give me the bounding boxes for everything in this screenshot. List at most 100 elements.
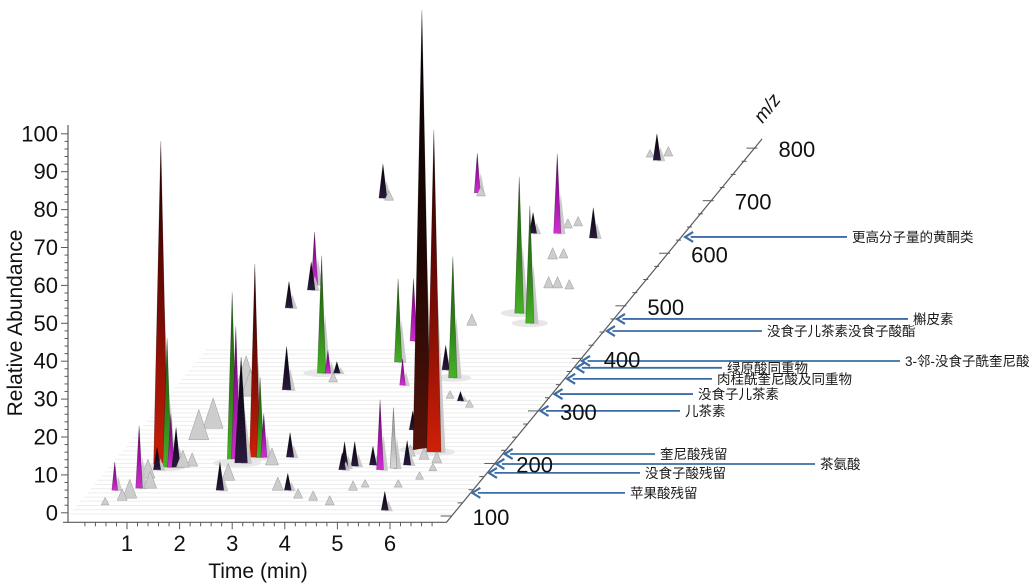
peak-dark — [281, 346, 292, 391]
annotation-arrowhead-icon — [574, 361, 585, 374]
peak-gray — [176, 449, 190, 468]
y-tick-label: 70 — [34, 235, 58, 260]
peak-green — [256, 377, 265, 458]
peak-gray — [464, 399, 474, 408]
peak-dark — [306, 261, 316, 291]
peaks-layer — [100, 10, 674, 512]
peak-gray — [543, 275, 555, 289]
y-tick-label: 20 — [34, 425, 58, 450]
annotation-5: 绿原酸同重物 — [574, 361, 808, 376]
x-tick-label: 4 — [279, 531, 291, 556]
peak-gray — [143, 470, 158, 489]
x-axis-ticks: 1 2 3 4 5 6 — [84, 522, 433, 556]
peak-green — [317, 255, 327, 374]
peak-gray — [265, 447, 279, 466]
annotation-arrowhead-icon — [538, 404, 550, 417]
peak-dark — [333, 360, 341, 374]
annotation-6: 肉桂酰奎尼酸及同重物 — [565, 372, 852, 387]
peak-gray — [645, 148, 655, 158]
x-tick-label: 3 — [226, 531, 238, 556]
peak-green — [514, 176, 525, 314]
peak-dark — [285, 432, 295, 458]
peak-dark — [234, 356, 248, 464]
peak-gray — [324, 494, 335, 506]
annotation-arrowhead-icon — [552, 388, 564, 401]
peak-gray — [431, 450, 443, 464]
y-tick-label: 40 — [34, 349, 58, 374]
peak-gray — [186, 452, 199, 467]
peak-green — [448, 256, 458, 379]
annotation-1: 更高分子量的黄酮类 — [683, 229, 974, 245]
peak-gray — [116, 488, 128, 501]
x-axis-title: Time (min) — [208, 560, 308, 583]
annotation-4: 3-邻-没食子酰奎尼酸 — [579, 353, 1030, 369]
peak-gray — [415, 471, 424, 480]
mz-tick-label: 100 — [473, 505, 510, 530]
annotation-8: 儿茶素 — [538, 404, 726, 419]
peak-gray — [348, 480, 358, 491]
x-tick-label: 6 — [384, 531, 396, 556]
annotation-3: 没食子儿茶素没食子酸酯 — [604, 323, 916, 339]
y-axis-title: Relative Abundance — [4, 230, 27, 417]
mz-axis-line — [446, 138, 763, 523]
annotation-9: 奎尼酸残留 — [502, 447, 728, 462]
peak-dark — [529, 212, 538, 234]
peak-gray — [476, 185, 486, 197]
annotation-label: 儿茶素 — [685, 404, 726, 419]
peak-gray — [202, 397, 224, 429]
annotation-label: 肉桂酰奎尼酸及同重物 — [717, 372, 852, 387]
peak-gray — [122, 478, 138, 499]
annotation-label: 没食子酸残留 — [645, 465, 726, 481]
annotation-arrowhead-icon — [565, 372, 576, 385]
annotation-arrowhead-icon — [683, 231, 694, 243]
annotation-10: 茶氨酸 — [494, 457, 861, 472]
peak-gray — [328, 371, 339, 383]
annotation-7: 没食子儿茶素 — [552, 386, 779, 402]
peak-gray — [573, 215, 583, 227]
peak-gray — [563, 217, 573, 229]
mz-tick-label: 300 — [560, 400, 597, 425]
peak-dark — [403, 440, 412, 466]
annotation-2: 槲皮素 — [614, 312, 954, 327]
peak-gray — [384, 190, 395, 201]
peak-red — [249, 263, 261, 458]
y-axis-ticks: 0 10 20 30 40 50 60 70 80 90 100 — [21, 121, 68, 525]
mz-tick-label: 800 — [779, 137, 816, 162]
y-tick-label: 50 — [34, 311, 58, 336]
annotation-12: 苹果酸残留 — [470, 486, 698, 501]
peak-dark — [283, 473, 292, 491]
annotation-label: 槲皮素 — [913, 312, 954, 327]
peak-gray — [360, 478, 370, 488]
peak-gray — [418, 447, 430, 460]
y-tick-label: 30 — [34, 387, 58, 412]
annotation-arrowhead-icon — [470, 486, 481, 499]
peak-green — [394, 278, 403, 363]
peak-magenta — [376, 399, 384, 471]
peak-gray — [445, 390, 455, 399]
peak-dark — [368, 446, 377, 466]
peak-gray — [100, 496, 110, 506]
y-tick-label: 0 — [46, 500, 58, 525]
peak-red — [426, 129, 442, 453]
peak-dark — [456, 390, 465, 402]
peak-magenta — [260, 413, 268, 458]
peak-gray — [564, 278, 575, 290]
peak-gray — [393, 478, 403, 488]
annotation-label: 没食子儿茶素 — [698, 386, 779, 402]
peak-magenta — [399, 358, 406, 386]
peak-gray — [663, 145, 674, 157]
y-tick-label: 10 — [34, 462, 58, 487]
peak-gray — [188, 408, 210, 441]
peak-dark — [152, 446, 162, 471]
peak-dark — [350, 441, 359, 467]
peak-dark — [215, 461, 225, 491]
annotation-arrowhead-icon — [614, 313, 626, 325]
peak-magenta — [409, 278, 418, 342]
peak-green — [162, 338, 172, 468]
annotation-label: 苹果酸残留 — [630, 486, 698, 501]
peak-magenta — [473, 152, 481, 194]
peak-dark — [652, 133, 662, 161]
